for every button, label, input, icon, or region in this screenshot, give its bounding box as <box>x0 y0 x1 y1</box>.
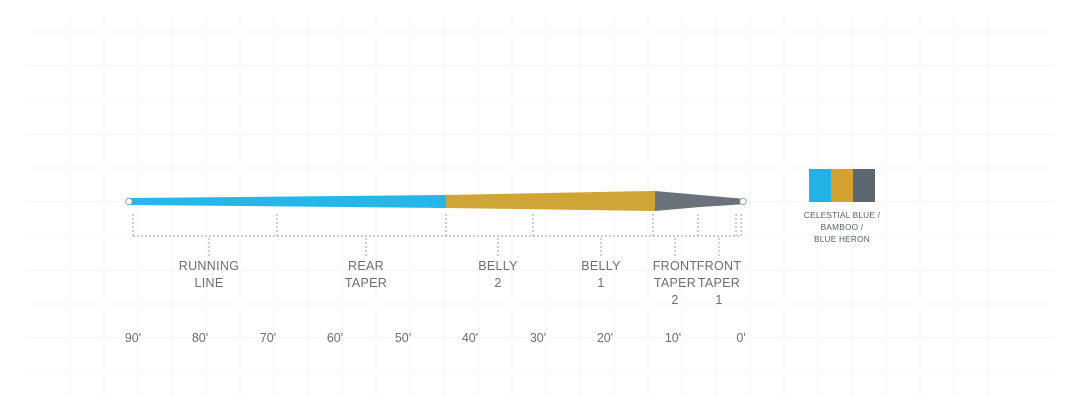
distance-tick-label: 0' <box>736 331 746 345</box>
section-dimension-lines <box>132 214 742 257</box>
color-swatch-1 <box>809 169 831 202</box>
section-label-front-taper-1: FRONT TAPER 1 <box>696 259 742 307</box>
section-label-front-taper-2: FRONT TAPER 2 <box>652 259 698 307</box>
section-label-belly-2: BELLY 2 <box>478 259 518 290</box>
running-line-segment <box>131 195 446 208</box>
front-taper-segment <box>655 191 740 211</box>
distance-tick-label: 20' <box>596 331 614 345</box>
color-name-label: CELESTIAL BLUE / BAMBOO / BLUE HERON <box>803 210 881 244</box>
distance-tick-label: 30' <box>529 331 547 345</box>
distance-tick-label: 70' <box>259 331 277 345</box>
fly-line-profile <box>125 191 747 211</box>
running-line-end-loop <box>125 197 133 206</box>
section-label-rear-taper: REAR TAPER <box>344 259 388 290</box>
color-swatches <box>809 169 875 202</box>
color-swatch-2 <box>831 169 853 202</box>
color-swatch-3 <box>853 169 875 202</box>
distance-tick-label: 90' <box>124 331 142 345</box>
distance-tick-label: 50' <box>394 331 412 345</box>
section-label-belly-1: BELLY 1 <box>581 259 621 290</box>
tip-end-loop <box>739 197 747 206</box>
belly-segment <box>446 191 656 211</box>
distance-tick-label: 60' <box>326 331 344 345</box>
distance-tick-label: 10' <box>664 331 682 345</box>
distance-tick-label: 80' <box>191 331 209 345</box>
distance-tick-label: 40' <box>461 331 479 345</box>
section-label-running-line: RUNNING LINE <box>178 259 240 290</box>
